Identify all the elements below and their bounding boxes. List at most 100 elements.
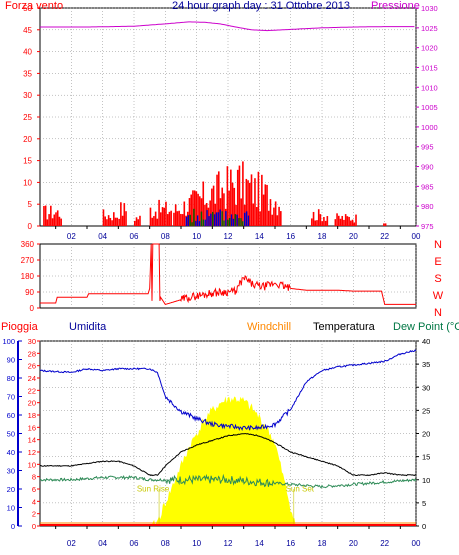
wind-gust-bar bbox=[149, 207, 152, 226]
wind-speed-bar bbox=[206, 210, 208, 226]
wind-gust-bar bbox=[135, 217, 138, 226]
wind-gust-bar bbox=[264, 184, 267, 226]
humidity-tick-label: 0 bbox=[11, 522, 15, 531]
wind-gust-bar bbox=[255, 207, 258, 226]
wind-gust-bar bbox=[266, 184, 268, 226]
sunset-label: Sun Set bbox=[286, 484, 315, 493]
rain-tick-label: 24 bbox=[28, 374, 36, 383]
wind-gust-bar bbox=[183, 201, 186, 226]
rain-tick-label: 28 bbox=[28, 349, 36, 358]
wind-gust-bar bbox=[248, 182, 251, 226]
weather-x-tick-label: 08 bbox=[161, 539, 170, 548]
wind-x-tick-label: 10 bbox=[192, 232, 201, 241]
wind-direction-line bbox=[40, 243, 416, 305]
wind-speed-bar bbox=[219, 209, 221, 226]
pressure-tick-label: 1010 bbox=[421, 83, 438, 92]
wind-gust-bar bbox=[339, 218, 342, 226]
wind-gust-bar bbox=[168, 211, 171, 226]
wind-gust-bar bbox=[230, 169, 232, 226]
temperature-tick-label: 30 bbox=[422, 383, 430, 392]
wind-x-tick-label: 02 bbox=[67, 232, 76, 241]
wind-gust-bar bbox=[324, 220, 327, 226]
wind-gust-bar bbox=[242, 161, 244, 226]
humidity-tick-label: 80 bbox=[7, 374, 15, 383]
wind-x-tick-label: 04 bbox=[98, 232, 107, 241]
wind-gust-bar bbox=[274, 201, 277, 226]
wind-gust-bar bbox=[247, 180, 249, 226]
wind-gust-bar bbox=[267, 210, 270, 226]
legend-entry: Umidita bbox=[69, 321, 107, 333]
wind-x-tick-label: 00 bbox=[412, 232, 421, 241]
temperature-tick-label: 15 bbox=[422, 453, 430, 462]
wind-tick-label: 10 bbox=[23, 178, 32, 187]
wind-tick-label: 35 bbox=[23, 69, 32, 78]
humidity-tick-label: 90 bbox=[7, 356, 15, 365]
compass-label: W bbox=[433, 290, 444, 302]
wind-x-tick-label: 08 bbox=[161, 232, 170, 241]
humidity-tick-label: 30 bbox=[7, 467, 15, 476]
direction-plot-frame bbox=[39, 243, 417, 309]
wind-gust-bar bbox=[195, 191, 198, 226]
wind-gust-bar bbox=[312, 211, 315, 226]
wind-gust-bar bbox=[353, 222, 356, 226]
wind-gust-bar bbox=[106, 219, 108, 226]
wind-speed-bar bbox=[196, 215, 199, 226]
wind-tick-label: 30 bbox=[23, 91, 32, 100]
wind-gust-bar bbox=[121, 215, 124, 226]
wind-speed-bar bbox=[228, 218, 231, 226]
wind-gust-bar bbox=[151, 217, 153, 226]
wind-speed-bar bbox=[242, 221, 244, 226]
wind-gust-bar bbox=[238, 165, 241, 226]
wind-gust-bar bbox=[56, 210, 59, 226]
wind-axis-title: Forza vento bbox=[5, 0, 64, 12]
pressure-line bbox=[40, 21, 415, 32]
wind-gust-bar bbox=[192, 190, 194, 226]
wind-x-tick-label: 20 bbox=[349, 232, 358, 241]
wind-speed-bar bbox=[198, 221, 201, 226]
wind-gust-bar bbox=[216, 174, 218, 226]
wind-gust-bar bbox=[48, 214, 50, 226]
wind-speed-bar bbox=[212, 211, 214, 226]
wind-gust-bar bbox=[170, 210, 172, 226]
wind-gust-bar bbox=[44, 205, 47, 226]
weather-x-tick-label: 14 bbox=[255, 539, 264, 548]
wind-gust-bar bbox=[271, 214, 273, 226]
dew-point-line bbox=[39, 473, 417, 489]
direction-tick-label: 360 bbox=[21, 240, 35, 249]
temperature-line bbox=[39, 433, 417, 477]
wind-x-tick-label: 16 bbox=[286, 232, 295, 241]
wind-speed-bar bbox=[247, 215, 250, 226]
pressure-tick-label: 1005 bbox=[421, 103, 438, 112]
temperature-tick-label: 20 bbox=[422, 430, 430, 439]
wind-gust-bar bbox=[107, 215, 110, 226]
wind-tick-label: 20 bbox=[23, 135, 32, 144]
wind-gust-bar bbox=[273, 207, 275, 226]
wind-gust-bar bbox=[316, 220, 318, 226]
wind-speed-bar bbox=[217, 212, 220, 226]
wind-gust-bar bbox=[319, 214, 322, 226]
graph-header: Forza vento 24 hour graph day : 31 Ottob… bbox=[0, 0, 459, 14]
wind-x-tick-label: 12 bbox=[224, 232, 233, 241]
wind-gust-bar bbox=[350, 220, 352, 226]
pressure-tick-label: 1030 bbox=[421, 4, 438, 13]
solar-area bbox=[40, 396, 416, 526]
humidity-tick-label: 20 bbox=[7, 485, 15, 494]
wind-speed-bar bbox=[223, 220, 225, 226]
wind-gust-bar bbox=[156, 218, 159, 226]
wind-speed-bar bbox=[202, 219, 205, 226]
wind-gust-bar bbox=[116, 217, 119, 226]
weather-x-tick-label: 16 bbox=[286, 539, 295, 548]
wind-speed-bar bbox=[221, 211, 223, 226]
wind-gust-bar bbox=[114, 217, 117, 226]
pressure-tick-label: 980 bbox=[421, 202, 434, 211]
wind-speed-bar bbox=[234, 214, 236, 226]
wind-gust-bar bbox=[336, 213, 338, 226]
wind-tick-label: 5 bbox=[28, 200, 33, 209]
humidity-tick-label: 50 bbox=[7, 430, 15, 439]
rain-tick-label: 16 bbox=[28, 423, 36, 432]
humidity-tick-label: 60 bbox=[7, 411, 15, 420]
wind-gust-bar bbox=[209, 200, 211, 226]
rain-tick-label: 18 bbox=[28, 411, 36, 420]
wind-gust-bar bbox=[276, 215, 279, 226]
